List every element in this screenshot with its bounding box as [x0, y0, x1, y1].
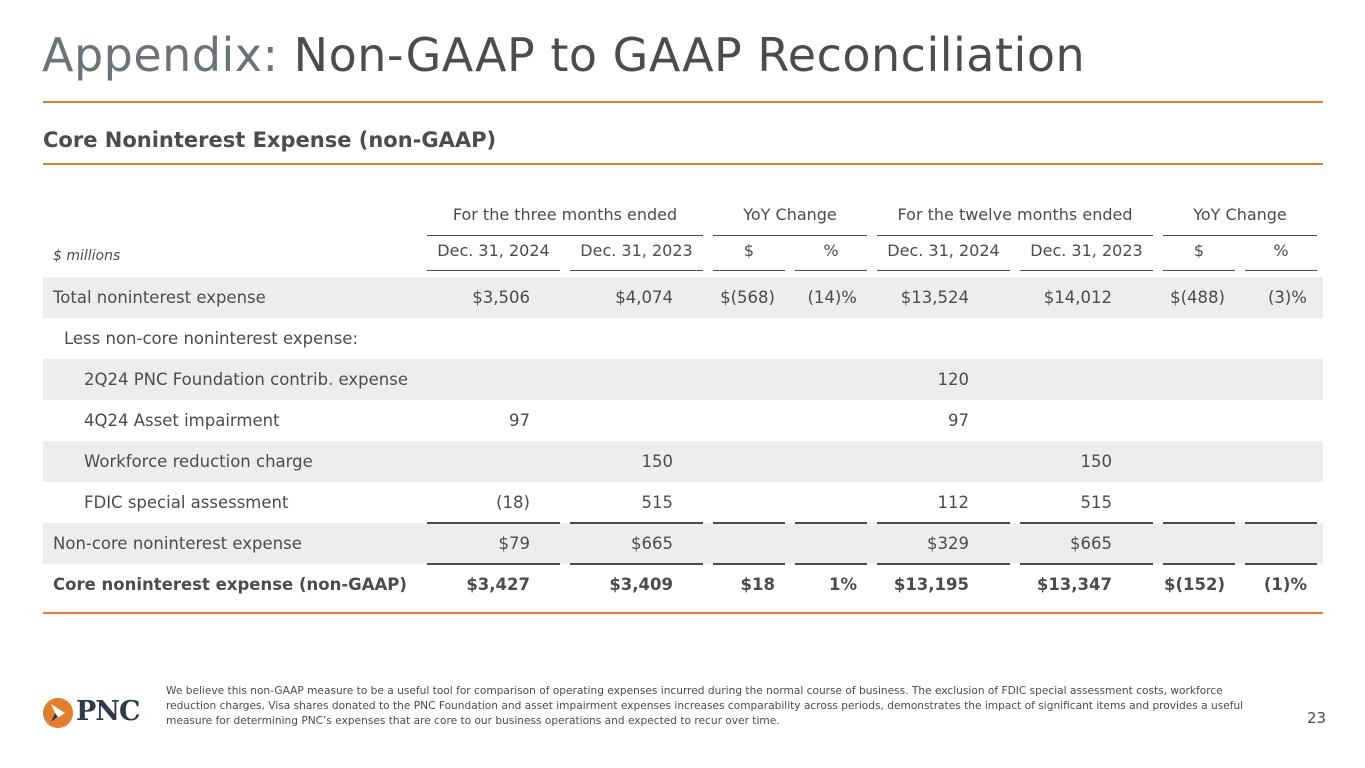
table-cell: $14,012	[1043, 288, 1112, 307]
units-label: $ millions	[53, 248, 121, 264]
subtotal-underline	[570, 522, 703, 524]
column-header: %	[1245, 241, 1317, 271]
total-underline	[877, 563, 1010, 565]
column-header: Dec. 31, 2023	[1020, 241, 1153, 271]
title-rule	[43, 101, 1323, 103]
subtitle-rule	[43, 163, 1323, 165]
row-label: 4Q24 Asset impairment	[84, 411, 280, 430]
table-cell: $13,524	[900, 288, 969, 307]
table-row: 2Q24 PNC Foundation contrib. expense 120	[43, 359, 1323, 400]
subtotal-underline	[1163, 522, 1235, 524]
table-cell: $665	[631, 534, 673, 553]
table-cell: 150	[641, 452, 674, 471]
table-cell: $13,347	[1036, 575, 1112, 594]
group-header-twelve-months: For the twelve months ended	[877, 205, 1153, 236]
row-label: Less non-core noninterest expense:	[64, 329, 359, 348]
total-underline	[713, 563, 785, 565]
total-underline	[795, 563, 867, 565]
total-underline	[570, 563, 703, 565]
table-row: Workforce reduction charge 150 150	[43, 441, 1323, 482]
table-cell: $79	[498, 534, 531, 553]
column-header: Dec. 31, 2024	[877, 241, 1010, 271]
title-prefix: Appendix:	[42, 28, 279, 82]
total-underline	[427, 563, 560, 565]
subtotal-underline	[877, 522, 1010, 524]
table-cell: 150	[1080, 452, 1113, 471]
table-cell: $3,427	[466, 575, 530, 594]
table-cell: 515	[641, 493, 674, 512]
subtotal-underline	[427, 522, 560, 524]
group-header-three-months: For the three months ended	[427, 205, 703, 236]
table-cell: 515	[1080, 493, 1113, 512]
total-underline	[1163, 563, 1235, 565]
total-underline	[1245, 563, 1317, 565]
table-row: Less non-core noninterest expense:	[43, 318, 1323, 359]
row-label: Workforce reduction charge	[84, 452, 313, 471]
table-cell: $18	[740, 575, 775, 594]
table-bottom-rule	[43, 612, 1323, 614]
pnc-logo-text: PNC	[76, 696, 140, 727]
page-title: Appendix: Non-GAAP to GAAP Reconciliatio…	[42, 28, 1085, 82]
column-header-row: $ millions Dec. 31, 2024 Dec. 31, 2023 $…	[43, 236, 1323, 271]
table-row-total: Core noninterest expense (non-GAAP) $3,4…	[43, 564, 1323, 605]
page-number: 23	[1307, 709, 1327, 727]
table-cell: $13,195	[893, 575, 969, 594]
table-cell: $(488)	[1170, 288, 1225, 307]
table-cell: 120	[937, 370, 970, 389]
row-label: 2Q24 PNC Foundation contrib. expense	[84, 370, 409, 389]
row-label: Core noninterest expense (non-GAAP)	[53, 575, 407, 594]
column-header: Dec. 31, 2024	[427, 241, 560, 271]
footnote: We believe this non-GAAP measure to be a…	[166, 685, 1244, 727]
table-cell: 97	[509, 411, 530, 430]
subtotal-underline	[795, 522, 867, 524]
row-label: Non-core noninterest expense	[53, 534, 302, 553]
table-cell: $329	[927, 534, 969, 553]
table-row: Non-core noninterest expense $79 $665 $3…	[43, 523, 1323, 564]
table-cell: $(568)	[720, 288, 775, 307]
table-cell: (18)	[496, 493, 530, 512]
table-cell: 112	[937, 493, 970, 512]
subtotal-underline	[1020, 522, 1153, 524]
table-cell: $4,074	[615, 288, 673, 307]
table-cell: 97	[948, 411, 969, 430]
column-header: $	[1163, 241, 1235, 271]
section-subtitle: Core Noninterest Expense (non-GAAP)	[43, 128, 497, 152]
row-label: Total noninterest expense	[53, 288, 266, 307]
table-cell: $3,409	[609, 575, 673, 594]
column-header: $	[713, 241, 785, 271]
pnc-logo-icon	[43, 698, 73, 728]
table-cell: (1)%	[1263, 575, 1307, 594]
subtotal-underline	[1245, 522, 1317, 524]
table-row: Total noninterest expense $3,506 $4,074 …	[43, 277, 1323, 318]
table-cell: (14)%	[807, 288, 857, 307]
group-header-yoy-three: YoY Change	[713, 205, 867, 236]
title-main: Non-GAAP to GAAP Reconciliation	[293, 28, 1086, 82]
table-cell: (3)%	[1267, 288, 1307, 307]
total-underline	[1020, 563, 1153, 565]
table-cell: $(152)	[1163, 575, 1225, 594]
column-header: %	[795, 241, 867, 271]
table-row: 4Q24 Asset impairment 97 97	[43, 400, 1323, 441]
group-header-yoy-twelve: YoY Change	[1163, 205, 1317, 236]
pnc-logo: PNC	[42, 696, 146, 730]
table-cell: $665	[1070, 534, 1112, 553]
table-row: FDIC special assessment (18) 515 112 515	[43, 482, 1323, 523]
column-header: Dec. 31, 2023	[570, 241, 703, 271]
table-cell: 1%	[828, 575, 857, 594]
subtotal-underline	[713, 522, 785, 524]
row-label: FDIC special assessment	[84, 493, 289, 512]
table-cell: $3,506	[472, 288, 530, 307]
